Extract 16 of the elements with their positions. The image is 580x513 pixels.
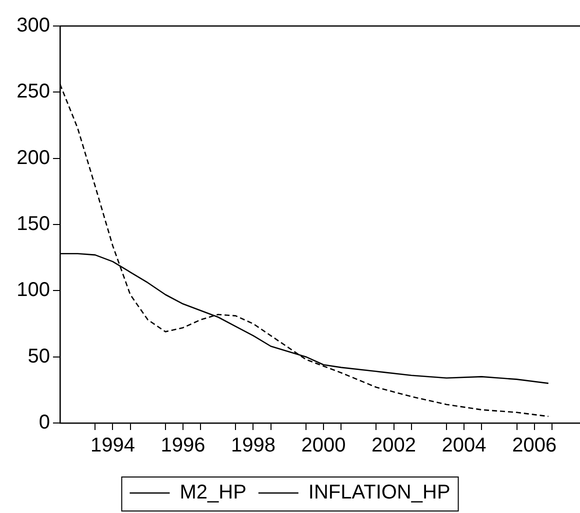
y-tick-label: 100 bbox=[16, 279, 50, 302]
legend-label: M2_HP bbox=[180, 482, 246, 504]
x-tick-label: 2006 bbox=[512, 434, 557, 457]
legend-label: INFLATION_HP bbox=[308, 482, 450, 504]
y-tick-label: 0 bbox=[38, 412, 50, 434]
x-tick-label: 1996 bbox=[160, 434, 206, 457]
x-tick-label: 1994 bbox=[90, 434, 135, 457]
x-tick-label: 1998 bbox=[230, 434, 276, 457]
y-tick-label: 200 bbox=[16, 146, 50, 169]
y-tick-label: 150 bbox=[16, 213, 50, 236]
y-tick-label: 300 bbox=[16, 14, 50, 37]
y-tick-label: 250 bbox=[16, 80, 50, 103]
x-tick-label: 2004 bbox=[442, 434, 486, 457]
x-tick-label: 2000 bbox=[301, 434, 346, 457]
x-tick-label: 2002 bbox=[372, 434, 416, 457]
y-tick-label: 50 bbox=[28, 345, 50, 368]
